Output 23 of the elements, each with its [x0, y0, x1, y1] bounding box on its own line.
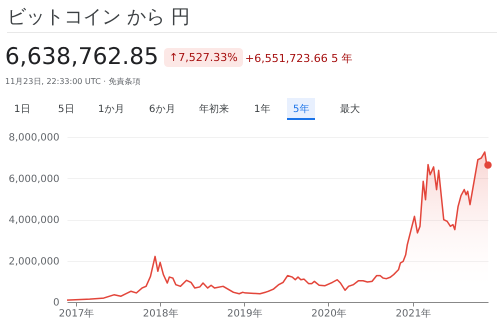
y-tick-label: 4,000,000: [8, 215, 60, 226]
text: +6,551,723.66 5 年: [245, 51, 353, 66]
text: 最大: [339, 102, 361, 117]
text: ↑7,527.33%: [164, 48, 243, 67]
text: 6か月: [148, 103, 176, 117]
text: 年初来: [198, 102, 230, 117]
y-tick-label: 2,000,000: [8, 256, 60, 268]
x-tick-label: 2017年: [58, 308, 94, 320]
x-tick-label: 2019年: [227, 308, 263, 320]
y-tick-label: 8,000,000: [8, 132, 60, 144]
x-tick-label: 2018年: [142, 308, 178, 320]
chart-title: ビットコイン から 円: [7, 5, 190, 30]
y-tick-label: 0: [53, 298, 60, 308]
text: 5日: [57, 103, 76, 117]
text: 1年: [253, 103, 272, 117]
chart-subtitle: 6,638,762.85: [5, 44, 159, 70]
x-tick-label: 2021年: [396, 308, 432, 320]
text: 11月23日, 22:33:00 UTC · 免責条項: [5, 76, 140, 87]
text: 1日: [13, 103, 32, 117]
x-tick-label: 2020年: [311, 308, 347, 320]
text: 1か月: [97, 103, 126, 117]
y-tick-label: 6,000,000: [8, 174, 60, 185]
text: 5年: [287, 98, 316, 120]
